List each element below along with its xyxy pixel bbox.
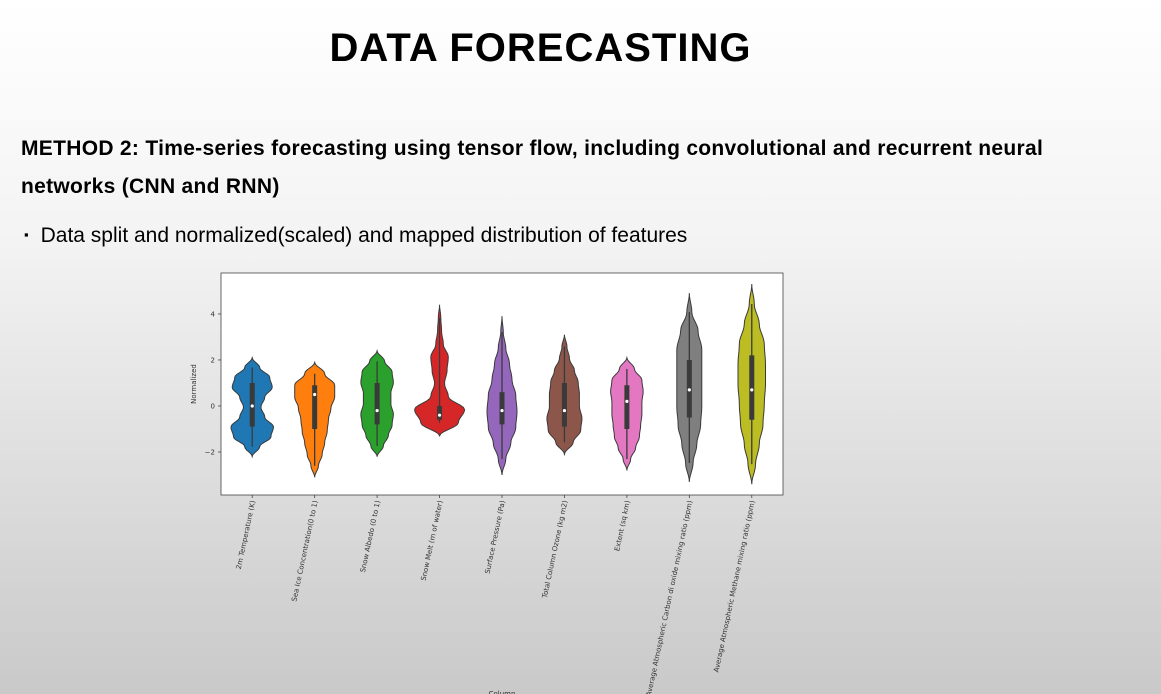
y-tick-label: 0	[211, 402, 215, 410]
x-tick-label: Average Atmospheric Carbon di oxide mixi…	[645, 499, 694, 694]
violin-median	[687, 388, 691, 392]
bullet-text: Data split and normalized(scaled) and ma…	[40, 224, 688, 247]
violin-median	[750, 388, 754, 392]
violin-median	[375, 408, 379, 413]
x-tick-label: Sea Ice Concentration(0 to 1)	[290, 499, 319, 602]
bullet-item: ▪ Data split and normalized(scaled) and m…	[24, 224, 687, 248]
slide-title: DATA FORECASTING	[329, 26, 752, 70]
violin-median	[250, 404, 254, 408]
violin-median	[500, 408, 504, 413]
y-axis-label: Normalized	[190, 364, 198, 404]
method-heading: METHOD 2: Time-series forecasting using …	[21, 137, 1044, 198]
violin-median	[437, 413, 442, 417]
x-tick-label: Snow Albedo (0 to 1)	[359, 500, 382, 574]
y-tick-label: −2	[205, 448, 215, 456]
y-tick-label: 4	[211, 310, 216, 318]
x-tick-label: Extent (sq km)	[613, 500, 632, 552]
violin-median	[625, 399, 629, 403]
x-axis-label: Column	[489, 690, 516, 694]
x-tick-label: Surface Pressure (Pa)	[484, 499, 507, 574]
y-tick-label: 2	[211, 356, 215, 364]
x-tick-label: 2m Temperature (K)	[235, 499, 257, 570]
violin-median	[313, 392, 317, 397]
x-tick-label: Snow Melt (m of water)	[420, 499, 445, 581]
x-tick-label: Average Atmospheric Methane mixing ratio…	[712, 500, 756, 674]
violin-median	[562, 408, 567, 413]
x-tick-label: Total Column Ozone (kg m2)	[541, 499, 570, 599]
bullet-marker: ▪	[24, 227, 29, 242]
